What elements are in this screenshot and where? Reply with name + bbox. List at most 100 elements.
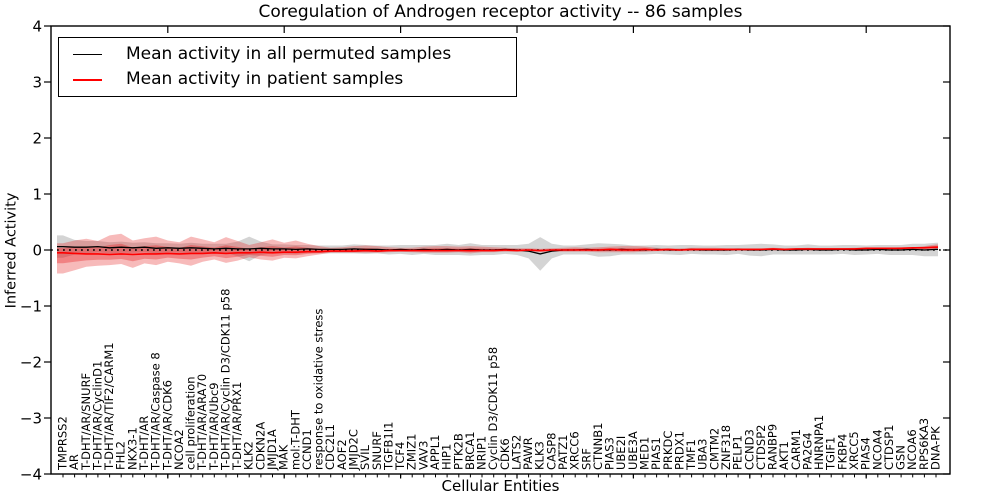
x-tick-label: CARM1 — [789, 429, 803, 470]
x-tick-label: T-DHT/AR/SNURF — [79, 373, 93, 471]
x-tick-label: TMF1 — [684, 439, 698, 471]
y-tick-label: 0 — [32, 242, 42, 260]
x-tick-label: NCOA2 — [172, 429, 186, 470]
y-tick-label: 4 — [32, 18, 42, 36]
x-tick-label: response to oxidative stress — [312, 309, 326, 470]
patient-samples-band — [57, 233, 938, 274]
x-tick-label: SNURF — [370, 431, 384, 470]
x-tick-label: CCND1 — [300, 429, 314, 470]
x-tick-label: VAV3 — [416, 441, 430, 470]
x-tick-label: mol:T-DHT — [288, 409, 302, 470]
x-tick-label: BRCA1 — [463, 431, 477, 470]
x-tick-label: PTK2B — [451, 433, 465, 470]
x-tick-label: PIAS4 — [859, 437, 873, 470]
x-tick-label: UBE3A — [626, 431, 640, 470]
y-tick-label: −4 — [20, 466, 42, 484]
x-tick-label: MAK — [277, 444, 291, 470]
x-tick-label: PATZ1 — [556, 435, 570, 470]
x-tick-label: CTDSP2 — [754, 425, 768, 470]
y-tick-label: 2 — [32, 130, 42, 148]
x-tick-label: CDK6 — [498, 438, 512, 470]
x-tick-label: cell proliferation — [184, 376, 198, 470]
y-axis-ticks: 4 3 2 1 0 −1 −2 −3 −4 — [20, 18, 950, 484]
patient-mean-line — [57, 246, 938, 256]
x-tick-label: AOF2 — [335, 439, 349, 470]
x-tick-label: CASP8 — [544, 433, 558, 470]
permuted-samples-band — [57, 235, 938, 271]
x-tick-label: GSN — [894, 445, 908, 470]
x-tick-label: T-DHT/AR/Ubc9 — [207, 382, 221, 471]
x-tick-label: HIP1 — [440, 444, 454, 470]
legend-line-black — [73, 54, 102, 55]
x-tick-label: T-DHT/AR/Caspase 8 — [149, 352, 163, 471]
x-tick-label: HNRNPA1 — [812, 415, 826, 470]
y-axis-label: Inferred Activity — [3, 192, 20, 309]
x-tick-label: NKX3-1 — [125, 427, 139, 470]
legend-label-patient: Mean activity in patient samples — [126, 69, 404, 89]
x-tick-label: T-DHT/AR — [137, 416, 151, 471]
x-tick-label: PELP1 — [731, 435, 745, 470]
x-tick-labels: TMPRSS2ART-DHT/AR/SNURFT-DHT/AR/CyclinD1… — [56, 289, 943, 471]
x-tick-label: PRDX1 — [672, 431, 686, 470]
x-tick-label: RPS6KA3 — [917, 418, 931, 470]
x-tick-label: CMTM2 — [707, 428, 721, 470]
x-tick-label: KLK2 — [242, 441, 256, 470]
x-tick-label: LATS2 — [510, 435, 524, 470]
x-tick-label: JMJD1A — [265, 429, 279, 471]
x-tick-label: CCND3 — [742, 429, 756, 470]
chart-title: Coregulation of Androgen receptor activi… — [258, 2, 743, 22]
x-tick-label: CTDSP1 — [882, 425, 896, 470]
y-tick-label: 1 — [32, 186, 42, 204]
x-tick-label: FHL2 — [114, 441, 128, 470]
x-tick-label: TGIF1 — [824, 437, 838, 471]
x-tick-label: AR — [67, 454, 81, 470]
x-axis-label: Cellular Entities — [441, 477, 560, 495]
x-tick-label: TCF4 — [393, 442, 407, 471]
x-tick-label: T-DHT/AR/PRX1 — [230, 382, 244, 471]
x-axis-ticks — [62, 26, 937, 479]
y-tick-label: −3 — [20, 410, 42, 428]
x-tick-label: XRCC6 — [568, 431, 582, 470]
x-tick-label: CDC2L1 — [323, 424, 337, 470]
x-tick-label: NCOA6 — [905, 429, 919, 470]
x-tick-label: APPL1 — [428, 435, 442, 470]
x-tick-label: PRKDC — [661, 431, 675, 470]
legend-line-red — [73, 78, 102, 81]
legend-label-permuted: Mean activity in all permuted samples — [126, 44, 452, 64]
x-tick-label: RANBP9 — [766, 424, 780, 470]
y-tick-label: −1 — [20, 298, 42, 316]
x-tick-label: T-DHT/AR/CyclinD1 — [90, 361, 104, 471]
y-tick-label: −2 — [20, 354, 42, 372]
x-tick-label: TMPRSS2 — [56, 416, 70, 471]
x-tick-label: MED1 — [638, 437, 652, 470]
x-tick-label: PAWR — [521, 437, 535, 470]
x-tick-label: T-DHT/AR/ARA70 — [195, 374, 209, 471]
x-tick-label: JMJD2C — [347, 429, 361, 471]
legend-item-permuted: Mean activity in all permuted samples — [73, 46, 516, 63]
x-tick-label: KLK3 — [533, 441, 547, 470]
x-tick-label: SRF — [579, 448, 593, 470]
x-tick-label: Cyclin D3/CDK11 p58 — [486, 347, 500, 470]
x-tick-label: CTNNB1 — [591, 423, 605, 470]
x-tick-label: UBE2I — [614, 436, 628, 470]
x-tick-label: PIAS3 — [603, 437, 617, 470]
legend: Mean activity in all permuted samples Me… — [58, 37, 517, 97]
x-tick-label: UBA3 — [696, 439, 710, 471]
x-tick-label: T-DHT/AR/Cyclin D3/CDK11 p58 — [219, 289, 233, 471]
y-tick-label: 3 — [32, 74, 42, 92]
x-tick-label: T-DHT/AR/TIF2/CARM1 — [102, 342, 116, 471]
legend-item-patient: Mean activity in patient samples — [73, 71, 516, 88]
x-tick-label: ZNF318 — [719, 425, 733, 470]
x-tick-label: DNA-PK — [929, 426, 943, 470]
x-tick-label: PIAS1 — [649, 437, 663, 470]
x-tick-label: TGFB1I1 — [381, 422, 395, 471]
x-tick-label: NCOA4 — [870, 429, 884, 470]
x-tick-label: FKBP4 — [835, 434, 849, 470]
x-tick-label: T-DHT/AR/CDK6 — [160, 380, 174, 471]
x-tick-label: XRCC5 — [847, 431, 861, 470]
x-tick-label: ZMIZ1 — [405, 434, 419, 470]
x-tick-label: CDKN2A — [253, 422, 267, 470]
